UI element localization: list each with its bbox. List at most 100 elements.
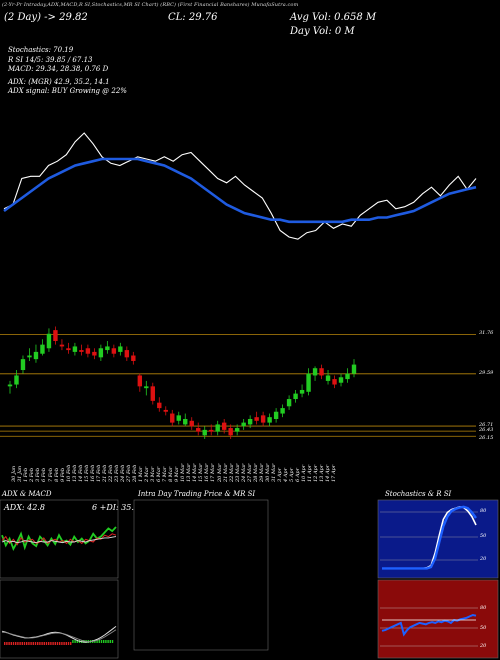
candle-up [176, 415, 181, 421]
macd-histogram-bar [39, 642, 41, 645]
candle-down [79, 350, 84, 352]
macd-histogram-bar [52, 642, 54, 645]
candle-up [215, 424, 220, 432]
candle-up [98, 348, 104, 358]
intraday-panel-frame [133, 499, 269, 651]
macd-readout: MACD: 29.34, 28.38, 0.76 D [8, 65, 109, 73]
candle-down [254, 417, 259, 421]
stoch-tick-50: 50 [480, 533, 487, 539]
candle-down [66, 348, 71, 351]
stoch-tick-80: 80 [480, 508, 487, 514]
macd-histogram-bar [15, 642, 17, 645]
macd-histogram-bar [54, 642, 56, 645]
di-value-label: 6 +DI: 35. [92, 503, 134, 512]
macd-histogram-bar [50, 642, 52, 645]
macd-histogram-bar [23, 642, 26, 645]
macd-histogram-bar [65, 642, 67, 645]
adx-value-label: ADX: 42.8 [4, 503, 45, 512]
stoch-tick-20: 20 [480, 556, 487, 562]
macd-histogram-bar [76, 640, 78, 643]
macd-histogram-bar [45, 642, 48, 645]
macd-histogram-bar [94, 640, 96, 643]
adx-macd-title: ADX & MACD [2, 490, 52, 498]
candle-up [144, 386, 149, 389]
candle-up [325, 375, 331, 381]
macd-histogram-bar [56, 642, 59, 645]
candle-up [286, 399, 292, 407]
candle-down [131, 355, 136, 361]
macd-line [1, 626, 117, 643]
candle-up [27, 355, 32, 358]
macd-histogram-bar [61, 642, 63, 645]
macd-histogram-bar [4, 642, 6, 645]
macd-histogram-bar [21, 642, 23, 645]
macd-histogram-bar [43, 642, 45, 645]
candle-down [228, 428, 233, 436]
moving-average-line [3, 157, 477, 224]
macd-histogram-bar [98, 640, 100, 643]
stochastics-readout: Stochastics: 70.19 [8, 46, 74, 54]
candle-down [163, 409, 168, 412]
rsi-panel-bg [377, 579, 499, 659]
macd-histogram-bar [37, 642, 39, 645]
macd-histogram-bar [74, 640, 76, 643]
close-price-label: CL: 29.76 [168, 12, 218, 23]
macd-histogram-bar [72, 640, 74, 643]
macd-histogram-bar [12, 642, 15, 645]
stoch-d-line [382, 505, 477, 570]
macd-histogram-bar [103, 640, 105, 643]
candle-down [85, 348, 91, 354]
candle-down [170, 413, 175, 423]
macd-histogram-bar [100, 640, 103, 643]
year-range-label: (2 Day) -> 29.82 [4, 12, 88, 23]
rsi-readout: R SI 14/5: 39.85 / 67.13 [8, 56, 93, 64]
candle-down [150, 386, 155, 401]
macd-histogram-bar [67, 642, 70, 645]
rsi-tick-50: 50 [480, 625, 487, 631]
candle-up [20, 359, 26, 371]
adx-signal-readout: ADX signal: BUY Growing @ 22% [8, 87, 127, 95]
level-label: 31.76 [479, 330, 494, 337]
day-volume-label: Day Vol: 0 M [290, 26, 355, 37]
macd-histogram-bar [111, 640, 114, 643]
candle-down [157, 402, 162, 409]
macd-histogram-bar [8, 642, 10, 645]
candle-up [72, 346, 78, 352]
main-chart [0, 132, 477, 439]
candle-down [221, 422, 227, 430]
candle-up [351, 364, 357, 374]
rsi-line [381, 613, 477, 637]
candle-up [267, 417, 272, 423]
candle-up [234, 428, 240, 432]
candle-up [105, 346, 110, 351]
candle-up [241, 422, 246, 427]
adx-readout: ADX: (MGR) 42.9, 35.2, 14.1 [8, 78, 110, 86]
macd-histogram-bar [48, 642, 50, 645]
candle-down [189, 420, 194, 427]
candle-up [33, 351, 39, 360]
candle-down [209, 429, 214, 432]
candle-up [183, 418, 188, 425]
candle-up [312, 368, 318, 376]
candle-up [345, 373, 350, 380]
macd-histogram-bar [30, 642, 32, 645]
candle-up [202, 429, 207, 436]
rsi-tick-20: 20 [480, 643, 487, 649]
candle-up [46, 333, 52, 349]
candle-up [299, 389, 305, 394]
stoch-rsi-title: Stochastics & R SI [385, 490, 452, 498]
macd-histogram-bar [28, 642, 30, 645]
level-label: 29.59 [479, 369, 494, 376]
level-label: 26.43 [479, 427, 494, 434]
macd-histogram-bar [32, 642, 34, 645]
candle-up [14, 375, 19, 385]
candle-down [111, 348, 117, 354]
macd-signal-line [1, 629, 117, 643]
macd-histogram-bar [41, 642, 43, 645]
macd-histogram-bar [105, 640, 107, 643]
candle-down [332, 379, 337, 385]
candle-down [92, 351, 97, 356]
candle-up [280, 408, 285, 414]
macd-histogram-bar [59, 642, 61, 645]
